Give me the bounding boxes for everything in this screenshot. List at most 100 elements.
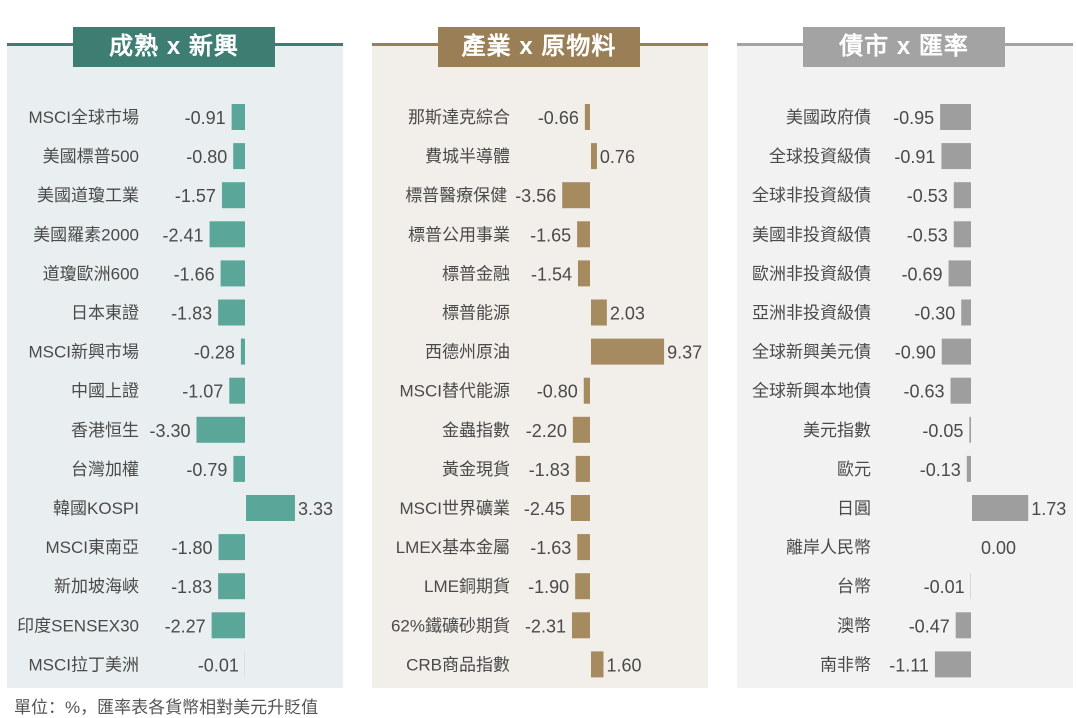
- bar: [571, 612, 590, 639]
- value-label: -1.65: [530, 225, 571, 245]
- value-label: -1.63: [530, 538, 571, 558]
- bar: [562, 182, 590, 209]
- category-label: MSCI東南亞: [46, 538, 140, 557]
- bar: [220, 260, 245, 287]
- category-label: 離岸人民幣: [786, 538, 871, 557]
- value-label: -0.80: [537, 382, 578, 402]
- value-label: -1.83: [171, 577, 212, 597]
- value-label: -1.83: [529, 460, 570, 480]
- value-label: -0.30: [914, 304, 955, 324]
- value-label: -2.20: [526, 421, 567, 441]
- chart-mature-emerging: MSCI全球市場 -0.91 美國標普500 -0.80 美國道瓊工業 -1.57 美國羅素…: [17, 104, 333, 678]
- value-label: 1.73: [1031, 499, 1066, 519]
- category-label: 中國上證: [71, 382, 139, 401]
- bar: [577, 221, 590, 248]
- category-label: CRB商品指數: [406, 655, 510, 674]
- category-label: MSCI替代能源: [400, 382, 511, 401]
- category-label: 全球非投資級債: [752, 186, 871, 205]
- bar: [196, 416, 245, 443]
- value-label: -0.80: [186, 147, 227, 167]
- value-label: -3.30: [149, 421, 190, 441]
- panel-industry-commodity: 產業 x 原物料 那斯達克綜合 -0.66 費城半導體 0.76 標普醫療保健 -3.56…: [372, 0, 708, 688]
- category-label: 標普公用事業: [408, 225, 510, 244]
- category-label: MSCI拉丁美洲: [29, 655, 140, 674]
- value-label: -2.31: [525, 616, 566, 636]
- value-label: -2.45: [524, 499, 565, 519]
- bar: [231, 104, 245, 130]
- bar: [570, 495, 590, 521]
- bar: [575, 573, 590, 600]
- category-label: 標普醫療保健: [405, 186, 507, 205]
- value-label: -0.53: [907, 186, 948, 206]
- panel-title: 債市 x 匯率: [803, 27, 1005, 67]
- category-label: MSCI新興市場: [29, 343, 140, 362]
- value-label: -0.91: [185, 108, 226, 128]
- panel-title: 成熟 x 新興: [73, 27, 275, 67]
- value-label: -0.05: [922, 421, 963, 441]
- bar: [941, 338, 971, 365]
- category-label: 印度SENSEX30: [17, 616, 139, 635]
- category-label: 澳幣: [837, 616, 871, 635]
- category-label: 韓國KOSPI: [53, 499, 139, 518]
- panel-background: [372, 45, 708, 688]
- bar: [209, 221, 245, 248]
- panel-mature-emerging: 成熟 x 新興 MSCI全球市場 -0.91 美國標普500 -0.80 美國道瓊工業 -…: [7, 0, 343, 688]
- bar: [940, 104, 971, 130]
- value-label: -0.90: [895, 343, 936, 363]
- value-label: 2.03: [610, 304, 645, 324]
- category-label: 金蟲指數: [442, 421, 510, 440]
- bar: [240, 338, 245, 365]
- category-label: 道瓊歐洲600: [43, 264, 139, 283]
- category-label: MSCI全球市場: [29, 108, 140, 127]
- category-label: 台灣加權: [71, 460, 139, 479]
- category-label: 美國羅素2000: [33, 225, 139, 244]
- value-label: -0.47: [909, 616, 950, 636]
- value-label: -0.53: [907, 225, 948, 245]
- value-label: -0.91: [894, 147, 935, 167]
- category-label: 全球新興美元債: [752, 343, 871, 362]
- value-label: 0.76: [600, 147, 635, 167]
- bar: [583, 377, 590, 404]
- category-label: 黃金現貨: [442, 460, 510, 479]
- panel-title: 產業 x 原物料: [438, 27, 640, 67]
- value-label: -1.11: [889, 655, 929, 675]
- bar: [941, 143, 971, 170]
- category-label: 歐洲非投資級債: [752, 264, 871, 283]
- bar: [233, 143, 245, 170]
- footnote: 單位：%，匯率表各貨幣相對美元升貶值: [14, 698, 319, 717]
- bar: [966, 455, 971, 482]
- bar: [950, 377, 971, 404]
- bar: [229, 377, 245, 404]
- bar: [233, 455, 245, 482]
- value-label: -0.95: [893, 108, 934, 128]
- chart-bond-fx: 美國政府債 -0.95 全球投資級債 -0.91 全球非投資級債 -0.53 美國非投資級債…: [752, 104, 1066, 678]
- bar: [577, 260, 590, 287]
- value-label: -0.79: [186, 460, 227, 480]
- category-label: 南非幣: [820, 655, 871, 674]
- value-label: -0.01: [924, 577, 965, 597]
- panel-background: [737, 45, 1073, 688]
- category-label: 美國政府債: [786, 108, 871, 127]
- value-label: -1.66: [174, 264, 215, 284]
- bar: [961, 299, 971, 326]
- bar: [584, 104, 590, 130]
- category-label: 歐元: [837, 460, 871, 479]
- category-label: 日本東證: [71, 304, 139, 323]
- category-label: 全球投資級債: [769, 147, 871, 166]
- value-label: -1.07: [182, 382, 223, 402]
- value-label: -2.41: [163, 225, 204, 245]
- value-label: -1.54: [531, 264, 572, 284]
- category-label: 全球新興本地債: [752, 382, 871, 401]
- category-label: 標普能源: [442, 304, 510, 323]
- bar: [591, 651, 604, 678]
- value-label: -3.56: [515, 186, 556, 206]
- category-label: 美國道瓊工業: [37, 186, 139, 205]
- chart-industry-commodity: 那斯達克綜合 -0.66 費城半導體 0.76 標普醫療保健 -3.56 標普公用事業 -1.…: [391, 104, 702, 678]
- category-label: 標普金融: [442, 264, 510, 283]
- value-label: -0.13: [920, 460, 961, 480]
- bar: [955, 612, 971, 639]
- value-label: -0.01: [198, 655, 239, 675]
- bar: [953, 221, 971, 248]
- bar: [934, 651, 971, 678]
- category-label: 香港恒生: [71, 421, 139, 440]
